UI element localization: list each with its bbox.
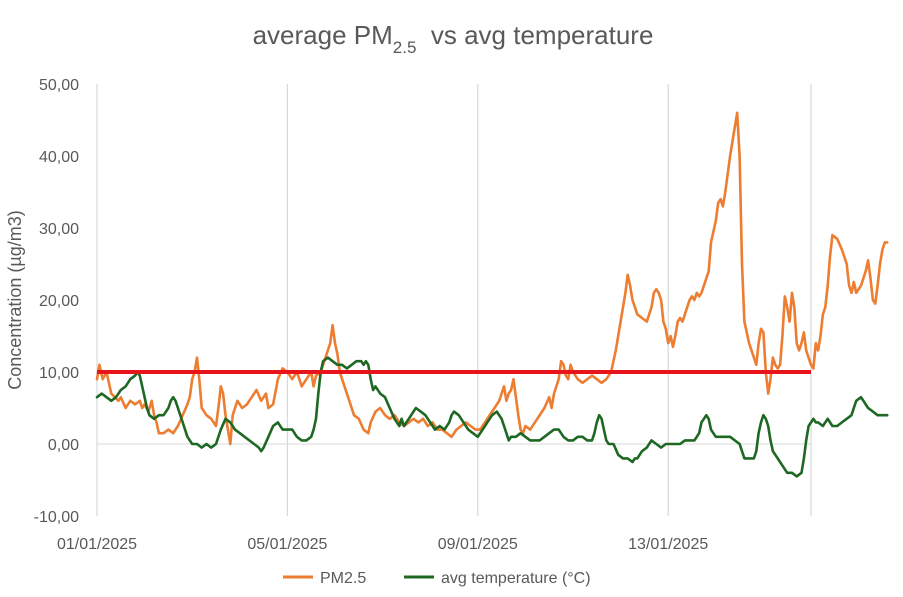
y-tick-label: 40,00 (39, 149, 79, 166)
x-tick-label: 13/01/2025 (628, 536, 708, 553)
y-tick-label: 10,00 (39, 365, 79, 382)
y-tick-label: 30,00 (39, 221, 79, 238)
chart-title: average PM2.5 vs avg temperature (253, 20, 654, 57)
legend-label-temperature: avg temperature (°C) (441, 570, 591, 587)
x-tick-label: 05/01/2025 (247, 536, 327, 553)
y-tick-label: 20,00 (39, 293, 79, 310)
legend: PM2.5 avg temperature (°C) (283, 570, 591, 587)
legend-label-pm25: PM2.5 (320, 570, 366, 587)
y-axis-label: Concentration (µg/m3) (5, 210, 25, 389)
x-axis-ticks: 01/01/2025 05/01/2025 09/01/2025 13/01/2025 (57, 536, 708, 553)
series-line-temperature (95, 356, 889, 478)
y-tick-label: 50,00 (39, 77, 79, 94)
x-tick-label: 01/01/2025 (57, 536, 137, 553)
y-tick-label: 0,00 (48, 437, 79, 454)
series-line-pm25 (95, 111, 889, 446)
y-axis-ticks: -10,00 0,00 10,00 20,00 30,00 40,00 50,00 (34, 77, 79, 526)
y-tick-label: -10,00 (34, 509, 79, 526)
series-group (95, 111, 889, 478)
x-tick-label: 09/01/2025 (438, 536, 518, 553)
